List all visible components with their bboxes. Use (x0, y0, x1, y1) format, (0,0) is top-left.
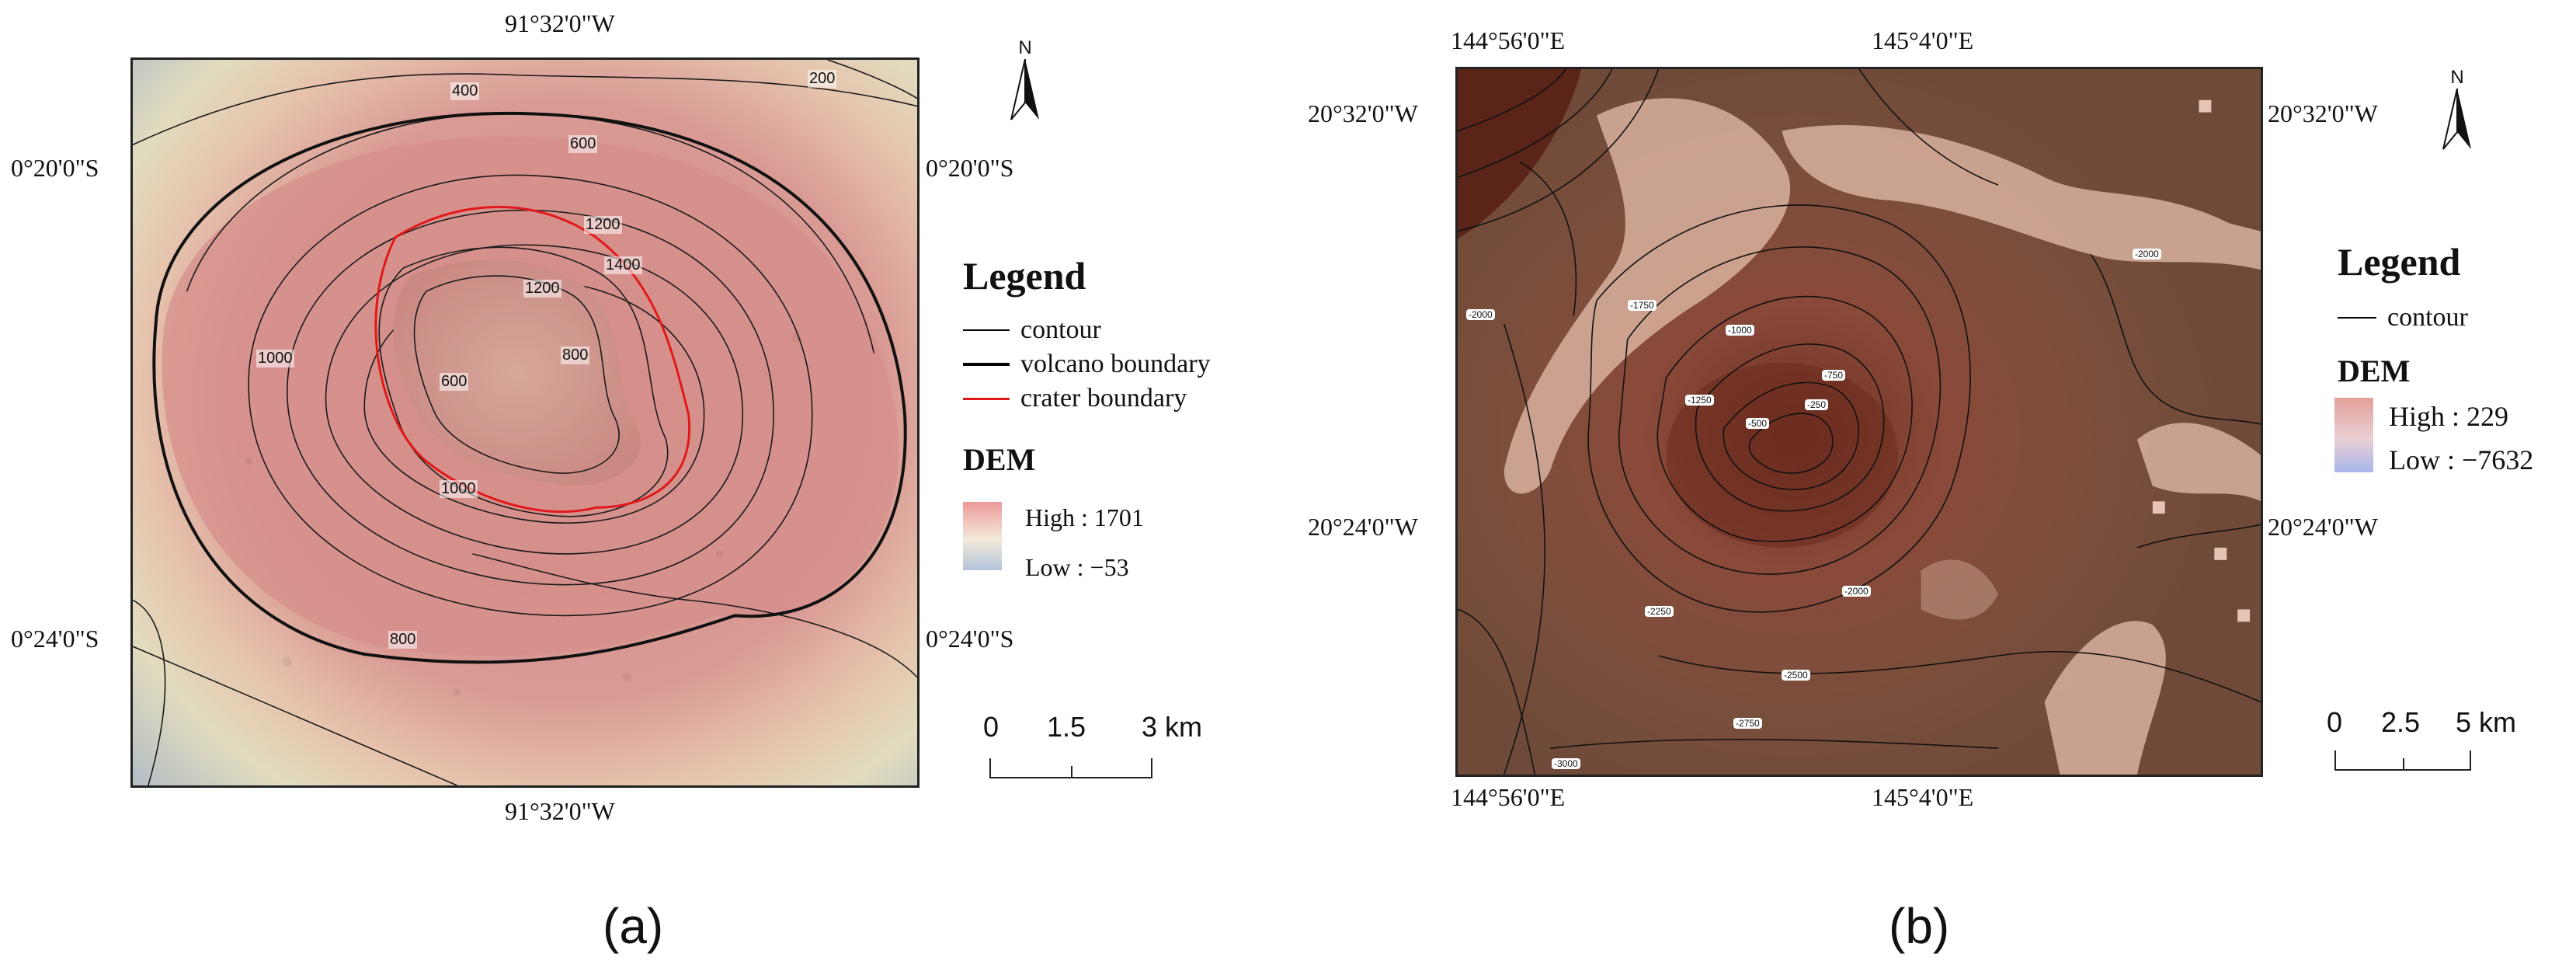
a-contour-label: 1000 (256, 350, 294, 367)
a-contour-label: 400 (450, 82, 480, 100)
a-panel-label: (a) (603, 898, 664, 954)
north-arrow-icon (1010, 59, 1039, 120)
contour-line-icon (963, 329, 1010, 331)
b-left-latitude-1: 20°32'0"W (1308, 99, 1418, 127)
crater-boundary-line-icon (963, 397, 1010, 400)
a-scale-tick-1: 1.5 (1047, 711, 1086, 743)
b-north-arrow: N (2440, 68, 2474, 154)
a-scale-tick-2: 3 km (1142, 711, 1203, 743)
b-bottom-longitude-1: 144°56'0"E (1451, 783, 1566, 811)
a-contour-label: 1000 (440, 480, 478, 498)
b-bottom-longitude-2: 145°4'0"E (1872, 783, 1974, 811)
a-contour-label: 200 (808, 70, 837, 88)
b-panel-label: (b) (1889, 898, 1950, 954)
b-dem-low: Low : −7632 (2389, 444, 2534, 475)
b-legend-title: Legend (2338, 240, 2461, 284)
b-contour-label: -1000 (1726, 325, 1754, 336)
b-dem-color-ramp (2334, 398, 2373, 472)
a-top-longitude: 91°32'0"W (505, 9, 615, 37)
volcano-boundary-line-icon (963, 363, 1010, 366)
b-top-longitude-1: 144°56'0"E (1451, 26, 1566, 54)
a-scale-bar (989, 758, 1152, 778)
a-legend-title: Legend (963, 254, 1086, 298)
a-legend-item-crater-boundary: crater boundary (963, 385, 1187, 412)
a-contour-label: 800 (561, 346, 590, 364)
b-contour-label: -750 (1822, 370, 1846, 381)
a-north-label: N (1018, 37, 1032, 58)
b-contour-label: -250 (1805, 399, 1829, 410)
b-dem-high: High : 229 (2389, 401, 2509, 432)
a-legend-item-volcano-boundary: volcano boundary (963, 351, 1211, 378)
a-dem-color-ramp (963, 502, 1002, 570)
b-top-longitude-2: 145°4'0"E (1872, 26, 1974, 54)
b-legend-label: contour (2387, 303, 2468, 332)
b-left-latitude-2: 20°24'0"W (1308, 513, 1418, 541)
a-left-latitude-1: 0°20'0"S (11, 154, 99, 182)
a-dem-low: Low : −53 (1025, 553, 1129, 581)
contour-line-icon (2338, 317, 2376, 319)
a-legend-item-contour: contour (963, 317, 1101, 343)
b-contour-label: -2000 (2133, 249, 2161, 259)
b-contour-label: -2000 (1466, 309, 1495, 320)
b-right-latitude-2: 20°24'0"W (2268, 513, 2378, 541)
a-contour-label: 600 (568, 135, 598, 153)
a-right-latitude-1: 0°20'0"S (926, 154, 1014, 182)
a-legend-label: volcano boundary (1020, 350, 1211, 378)
b-contour-label: -2500 (1782, 670, 1810, 681)
b-contour-label: -1250 (1685, 395, 1714, 406)
b-dem-map (1455, 67, 2263, 777)
a-right-latitude-2: 0°24'0"S (926, 625, 1014, 653)
a-legend-label: contour (1020, 315, 1101, 344)
a-north-arrow: N (1008, 39, 1042, 124)
a-dem-map (130, 57, 920, 788)
a-contour-label: 1200 (584, 216, 622, 234)
a-contour-label: 600 (440, 373, 469, 391)
b-dem-title: DEM (2338, 353, 2411, 388)
b-legend-item-contour: contour (2338, 305, 2468, 331)
a-contour-label: 1400 (604, 256, 642, 274)
b-right-latitude-1: 20°32'0"W (2268, 99, 2378, 127)
a-scale-tick-0: 0 (983, 711, 999, 743)
a-contour-label: 800 (388, 631, 418, 649)
a-contour-label: 1200 (523, 280, 561, 298)
a-left-latitude-2: 0°24'0"S (11, 625, 99, 653)
a-legend-label: crater boundary (1020, 384, 1187, 413)
north-arrow-icon (2442, 89, 2471, 150)
b-contour-label: -2750 (1733, 718, 1762, 729)
b-contour-label: -2250 (1645, 606, 1674, 617)
b-scale-tick-2: 5 km (2456, 706, 2517, 738)
a-dem-title: DEM (963, 442, 1036, 477)
b-contour-label: -2000 (1842, 586, 1871, 597)
b-scale-bar (2334, 750, 2471, 771)
b-scale-tick-1: 2.5 (2381, 706, 2421, 738)
a-bottom-longitude: 91°32'0"W (505, 797, 615, 825)
b-scale-tick-0: 0 (2327, 706, 2343, 738)
b-contour-label: -500 (1746, 418, 1770, 429)
b-north-label: N (2450, 67, 2464, 88)
b-contour-label: -3000 (1552, 758, 1580, 769)
b-contour-label: -1750 (1628, 300, 1656, 311)
a-dem-high: High : 1701 (1025, 503, 1144, 531)
